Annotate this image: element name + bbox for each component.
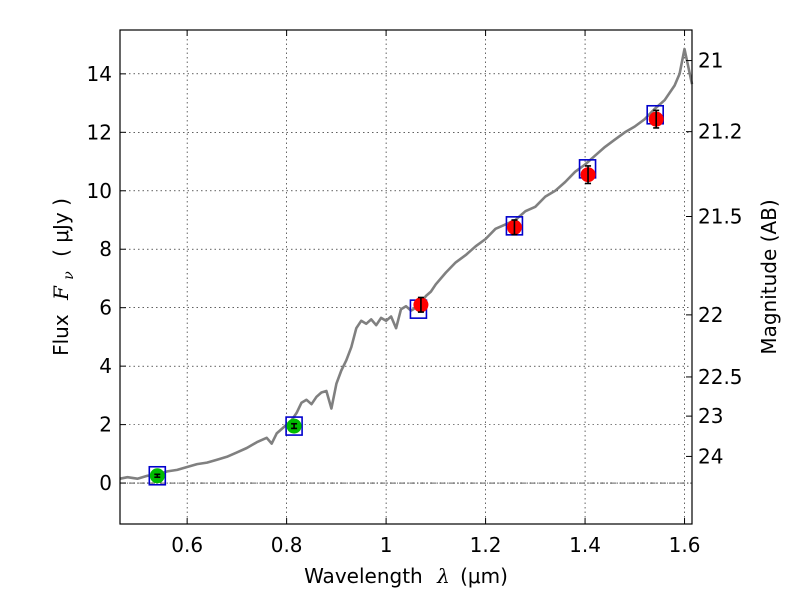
model-spectrum-line bbox=[119, 47, 694, 481]
magnitude-tick-label: 24 bbox=[698, 444, 723, 468]
x-axis-label-symbol: λ bbox=[436, 564, 450, 588]
x-tick-label: 1 bbox=[380, 533, 393, 557]
y-tick-label: 0 bbox=[99, 471, 112, 495]
magnitude-tick-label: 22 bbox=[698, 303, 723, 327]
model-photometry-square bbox=[148, 465, 167, 486]
data-markers bbox=[148, 104, 664, 486]
magnitude-tick-label: 22.5 bbox=[698, 365, 743, 389]
y-axis-label-unit: ( μJy ) bbox=[49, 198, 73, 257]
model-photometry-square bbox=[285, 416, 303, 436]
x-tick-label: 0.6 bbox=[171, 533, 203, 557]
x-axis-label-text: Wavelength bbox=[304, 564, 423, 588]
magnitude-tick-label: 21.5 bbox=[698, 204, 743, 228]
y-tick-label: 4 bbox=[99, 354, 112, 378]
x-tick-label: 1.4 bbox=[569, 533, 601, 557]
x-tick-label: 1.2 bbox=[470, 533, 502, 557]
magnitude-tick-label: 23 bbox=[698, 404, 723, 428]
x-tick-label: 0.8 bbox=[271, 533, 303, 557]
y-axis-label: Flux F ν ( μJy ) bbox=[49, 198, 78, 356]
y-axis-label-symbol: F bbox=[49, 285, 73, 301]
x-axis-label: Wavelength λ (μm) bbox=[304, 564, 508, 588]
y-axis-label-text: Flux bbox=[49, 314, 73, 356]
x-tick-label: 1.6 bbox=[669, 533, 701, 557]
y-tick-label: 12 bbox=[87, 120, 112, 144]
plot-frame bbox=[119, 29, 693, 525]
y-tick-label: 10 bbox=[87, 179, 112, 203]
magnitude-tick-label: 21 bbox=[698, 49, 723, 73]
y-tick-label: 8 bbox=[99, 237, 112, 261]
magnitude-axis-label: Magnitude (AB) bbox=[757, 199, 781, 354]
y-tick-label: 14 bbox=[87, 62, 112, 86]
axis-labels: Wavelength λ (μm) Flux F ν ( μJy ) Magni… bbox=[49, 198, 781, 588]
y-tick-label: 6 bbox=[99, 296, 112, 320]
model-spectrum-layer bbox=[119, 47, 694, 481]
y-tick-label: 2 bbox=[99, 413, 112, 437]
magnitude-tick-label: 21.2 bbox=[698, 120, 743, 144]
x-axis-label-unit: (μm) bbox=[460, 564, 508, 588]
grid bbox=[120, 30, 692, 524]
y-axis-label-subscript: ν bbox=[61, 271, 77, 280]
axis-ticks: 0.6 0.8 1 1.2 1.4 1.6024681012142121.221.5222… bbox=[87, 30, 743, 557]
